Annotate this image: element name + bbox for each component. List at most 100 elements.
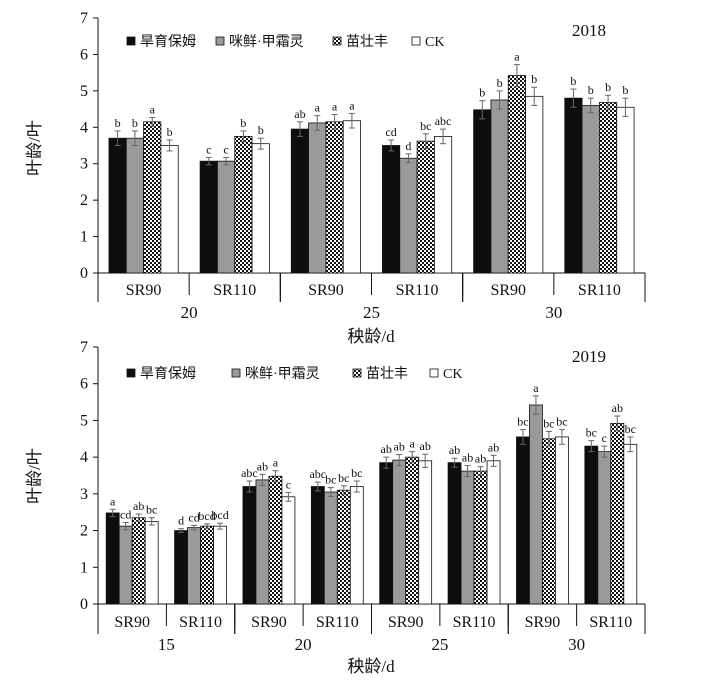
bar	[564, 97, 583, 274]
bar	[507, 75, 526, 274]
category-label: SR90	[388, 614, 424, 631]
y-tick-label: 5	[80, 412, 88, 429]
bar	[486, 460, 501, 605]
significance-label: ab	[257, 459, 268, 473]
bar	[623, 443, 638, 605]
significance-label: cd	[188, 510, 199, 524]
significance-label: ab	[475, 452, 486, 466]
bar	[131, 517, 146, 605]
x-axis-label: 秧龄/d	[347, 327, 395, 346]
y-tick-label: 4	[80, 449, 88, 466]
bar	[160, 145, 179, 274]
category-label: SR110	[179, 614, 222, 631]
legend-label-4: CK	[443, 367, 462, 382]
significance-label: b	[132, 116, 138, 130]
significance-label: bc	[517, 415, 528, 429]
legend-label-2: 咪鲜·甲霜灵	[229, 34, 304, 50]
significance-label: bc	[351, 466, 362, 480]
bar	[542, 438, 556, 605]
significance-label: cd	[120, 507, 131, 521]
category-label: SR110	[589, 614, 632, 631]
bar	[610, 422, 625, 605]
significance-label: ab	[394, 440, 405, 454]
chart-2019: 叶龄/叶 2019 秧龄/d 旱育保姆 咪鲜·甲霜灵 苗壮丰 CK 0 1 2 3 4 5…	[25, 339, 646, 676]
bar	[405, 456, 420, 605]
bar	[382, 145, 401, 274]
significance-label: a	[110, 494, 116, 508]
age-group-label: 20	[295, 635, 312, 654]
y-tick-label: 0	[80, 596, 88, 613]
bar	[255, 479, 270, 605]
bar	[379, 462, 394, 605]
significance-label: cd	[385, 125, 396, 139]
bar	[174, 530, 188, 605]
category-label: SR110	[316, 614, 359, 631]
legend-swatch-2	[215, 36, 225, 46]
significance-label: d	[178, 514, 184, 528]
significance-label: b	[531, 72, 537, 86]
legend-label-3: 苗壮丰	[366, 366, 408, 382]
bar	[108, 137, 127, 274]
bar	[447, 462, 462, 605]
legend-label-2: 咪鲜·甲霜灵	[245, 366, 320, 382]
y-tick-label: 6	[80, 376, 88, 393]
significance-label: ab	[133, 499, 144, 513]
y-tick-label: 0	[80, 265, 88, 282]
bar	[268, 475, 283, 605]
y-tick-label: 3	[80, 156, 88, 173]
bar	[392, 459, 407, 605]
legend: 旱育保姆 咪鲜·甲霜灵 苗壮丰 CK	[126, 34, 444, 50]
bar	[242, 486, 257, 605]
year-label: 2018	[572, 21, 606, 40]
age-group-label: 25	[431, 635, 448, 654]
significance-label: bc	[325, 473, 336, 487]
category-label: SR90	[126, 282, 162, 299]
significance-label: b	[479, 86, 485, 100]
significance-label: b	[167, 125, 173, 139]
legend-swatch-4	[429, 368, 439, 378]
bar	[342, 120, 361, 274]
significance-label: abc	[435, 114, 452, 128]
bar	[310, 486, 325, 605]
bar	[349, 486, 364, 605]
significance-label: b	[240, 116, 246, 130]
y-tick-label: 5	[80, 83, 88, 100]
bar	[597, 451, 612, 605]
bar	[434, 135, 453, 274]
bar	[325, 121, 344, 274]
y-tick-label: 1	[80, 229, 88, 246]
category-label: SR90	[490, 282, 526, 299]
y-tick-label: 6	[80, 46, 88, 63]
bar	[200, 525, 214, 605]
significance-label: ab	[294, 107, 305, 121]
chart-2018: 叶龄/叶 2018 秧龄/d 旱育保姆 咪鲜·甲霜灵 苗壮丰 CK 0 1 2 3 4 5…	[25, 10, 646, 346]
bar	[143, 121, 162, 274]
bar	[555, 436, 569, 605]
category-label: SR90	[114, 614, 150, 631]
significance-label: a	[514, 50, 520, 64]
age-group-label: 15	[158, 635, 175, 654]
significance-label: bc	[420, 119, 431, 133]
significance-label: bc	[625, 422, 636, 436]
bar	[529, 404, 543, 605]
significance-label: ab	[449, 443, 460, 457]
bar	[125, 137, 144, 274]
significance-label: b	[115, 116, 121, 130]
y-tick-label: 3	[80, 486, 88, 503]
legend-swatch-3	[352, 368, 362, 378]
significance-label: b	[588, 83, 594, 97]
significance-label: c	[223, 143, 228, 157]
legend-label-1: 旱育保姆	[140, 366, 196, 382]
significance-label: bc	[146, 503, 157, 517]
significance-label: a	[349, 98, 355, 112]
age-group-label: 25	[363, 303, 380, 322]
category-label: SR90	[251, 614, 287, 631]
legend-swatch-3	[332, 36, 342, 46]
bar	[199, 160, 218, 274]
significance-label: a	[150, 102, 156, 116]
bar	[234, 135, 253, 274]
age-group-label: 30	[568, 635, 585, 654]
legend-label-4: CK	[425, 35, 444, 50]
significance-label: abc	[241, 466, 258, 480]
